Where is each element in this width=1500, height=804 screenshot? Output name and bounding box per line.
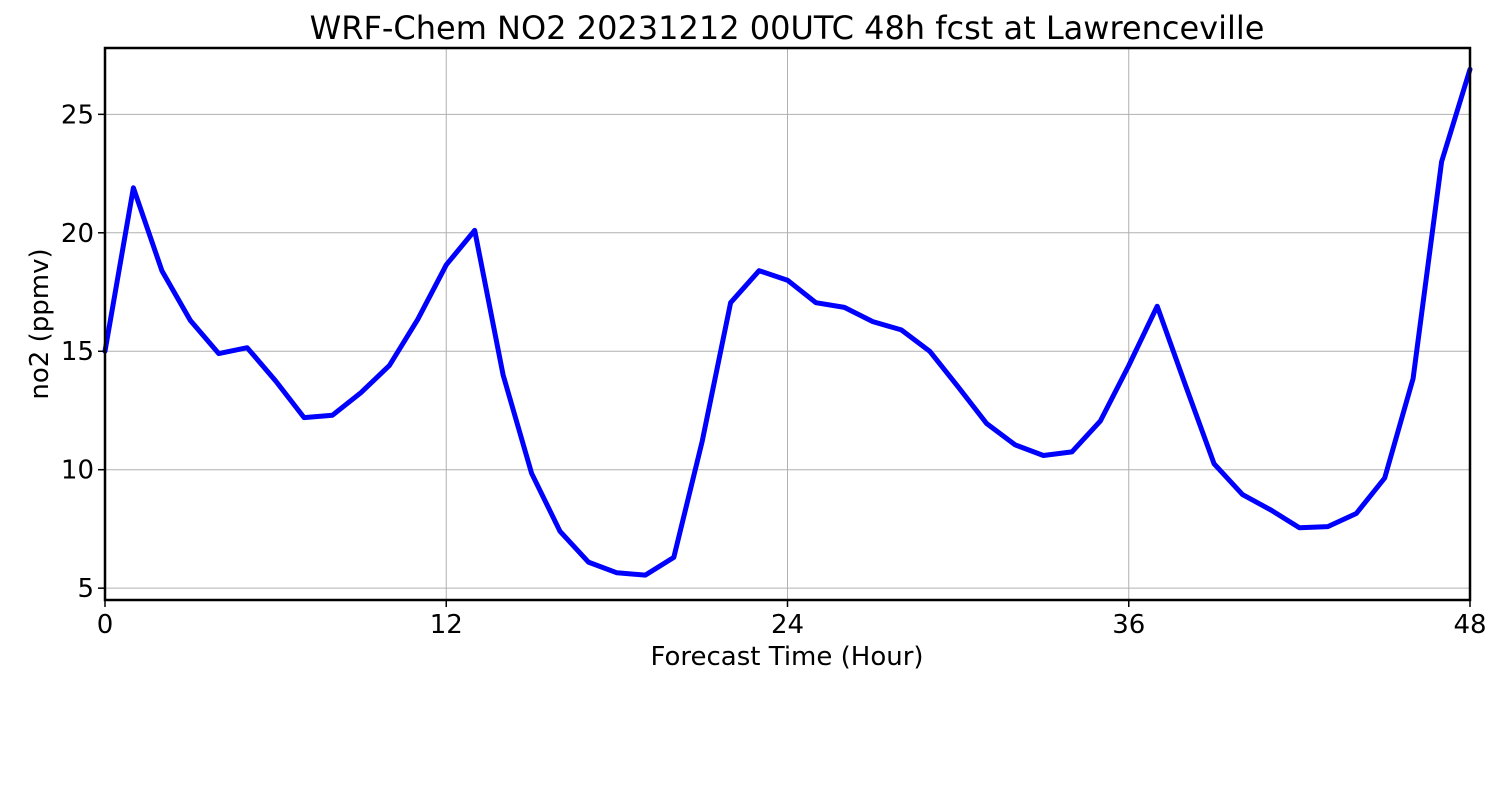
x-tick-label: 0 <box>97 610 114 640</box>
x-axis-label: Forecast Time (Hour) <box>650 642 923 672</box>
y-tick-label: 15 <box>61 337 94 367</box>
x-tick-label: 48 <box>1453 610 1486 640</box>
series-line-0 <box>102 66 1473 578</box>
y-tick-label: 10 <box>61 456 94 486</box>
y-axis-label: no2 (ppmv) <box>25 248 55 399</box>
y-tick-label: 5 <box>77 574 94 604</box>
chart-title: WRF-Chem NO2 20231212 00UTC 48h fcst at … <box>310 9 1265 47</box>
y-tick-label: 20 <box>61 219 94 249</box>
x-tick-label: 24 <box>771 610 804 640</box>
y-tick-label: 25 <box>61 100 94 130</box>
grid-lines <box>104 48 1471 600</box>
axis-ticks: 0 12 24 36 48 5 10 15 20 25 <box>61 100 1487 640</box>
series-layer <box>102 66 1473 578</box>
x-tick-label: 36 <box>1112 610 1145 640</box>
x-tick-label: 12 <box>430 610 463 640</box>
